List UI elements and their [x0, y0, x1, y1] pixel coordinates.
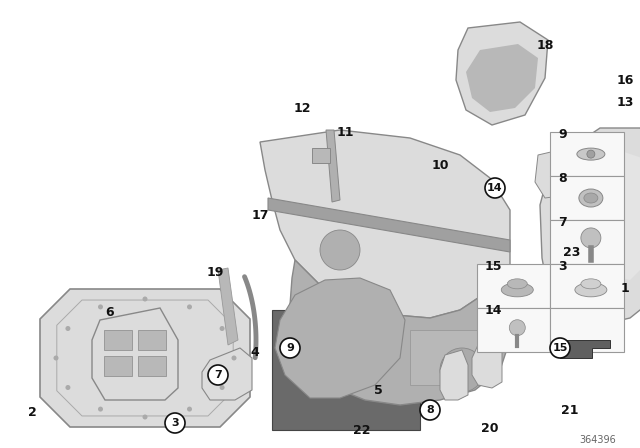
- Polygon shape: [456, 22, 548, 125]
- Polygon shape: [92, 308, 178, 400]
- Circle shape: [65, 385, 70, 390]
- Polygon shape: [260, 130, 510, 318]
- Polygon shape: [202, 348, 252, 400]
- Circle shape: [581, 228, 601, 248]
- Text: 15: 15: [485, 260, 502, 273]
- Text: 9: 9: [558, 128, 567, 141]
- Text: 10: 10: [431, 159, 449, 172]
- Circle shape: [440, 348, 484, 392]
- Bar: [477, 264, 550, 308]
- Circle shape: [54, 356, 58, 361]
- Text: 12: 12: [293, 102, 311, 115]
- Circle shape: [232, 356, 237, 361]
- Polygon shape: [580, 150, 640, 280]
- Text: 6: 6: [106, 306, 115, 319]
- Circle shape: [550, 338, 570, 358]
- Bar: [104, 330, 132, 350]
- Circle shape: [65, 326, 70, 331]
- Circle shape: [143, 414, 147, 419]
- Polygon shape: [561, 340, 611, 358]
- Ellipse shape: [579, 189, 603, 207]
- Polygon shape: [440, 350, 468, 400]
- Polygon shape: [535, 148, 575, 198]
- Text: 22: 22: [353, 423, 371, 436]
- Ellipse shape: [575, 283, 607, 297]
- Text: 20: 20: [481, 422, 499, 435]
- Bar: [138, 356, 166, 376]
- Polygon shape: [40, 289, 250, 427]
- Circle shape: [220, 326, 225, 331]
- Bar: [550, 220, 624, 264]
- Bar: [410, 330, 495, 385]
- Bar: [104, 356, 132, 376]
- Text: 3: 3: [171, 418, 179, 428]
- Polygon shape: [290, 260, 510, 405]
- Text: 8: 8: [426, 405, 434, 415]
- Text: 13: 13: [616, 95, 634, 108]
- Circle shape: [280, 338, 300, 358]
- Bar: [138, 330, 166, 350]
- Text: 9: 9: [286, 343, 294, 353]
- Text: 17: 17: [252, 208, 269, 221]
- Polygon shape: [268, 198, 510, 252]
- Circle shape: [331, 296, 359, 324]
- Circle shape: [485, 178, 505, 198]
- Bar: [550, 264, 624, 308]
- Polygon shape: [472, 340, 502, 388]
- Circle shape: [98, 304, 103, 310]
- Circle shape: [187, 304, 192, 310]
- Text: 18: 18: [536, 39, 554, 52]
- Bar: [550, 308, 624, 352]
- Text: 23: 23: [563, 246, 580, 258]
- Text: 11: 11: [336, 125, 354, 138]
- Ellipse shape: [584, 193, 598, 203]
- Circle shape: [98, 407, 103, 412]
- Ellipse shape: [546, 299, 564, 321]
- Polygon shape: [326, 130, 340, 202]
- Bar: [272, 310, 420, 430]
- Text: 19: 19: [206, 266, 224, 279]
- Polygon shape: [218, 268, 238, 345]
- Polygon shape: [466, 44, 538, 112]
- Text: 16: 16: [616, 73, 634, 86]
- Bar: [312, 148, 330, 163]
- Ellipse shape: [508, 279, 527, 289]
- Polygon shape: [540, 128, 640, 325]
- Ellipse shape: [581, 279, 601, 289]
- Text: 1: 1: [621, 281, 629, 294]
- Text: 364396: 364396: [580, 435, 616, 445]
- Ellipse shape: [501, 283, 533, 297]
- Circle shape: [587, 150, 595, 158]
- Text: 14: 14: [487, 183, 503, 193]
- Text: 21: 21: [561, 404, 579, 417]
- Text: 7: 7: [558, 216, 567, 229]
- Text: 4: 4: [251, 345, 259, 358]
- Text: 14: 14: [485, 304, 502, 317]
- Bar: [550, 132, 624, 176]
- Text: 8: 8: [558, 172, 567, 185]
- Circle shape: [220, 385, 225, 390]
- Text: 7: 7: [214, 370, 222, 380]
- Text: 5: 5: [374, 383, 382, 396]
- Circle shape: [143, 297, 147, 302]
- Circle shape: [208, 365, 228, 385]
- Circle shape: [165, 413, 185, 433]
- Bar: [550, 176, 624, 220]
- Bar: [477, 308, 550, 352]
- Circle shape: [509, 320, 525, 336]
- Polygon shape: [275, 278, 405, 398]
- Ellipse shape: [577, 148, 605, 160]
- Text: 15: 15: [552, 343, 568, 353]
- Circle shape: [320, 230, 360, 270]
- Circle shape: [187, 407, 192, 412]
- Text: 3: 3: [558, 260, 567, 273]
- Text: 2: 2: [28, 405, 36, 418]
- Circle shape: [420, 400, 440, 420]
- Circle shape: [602, 160, 618, 176]
